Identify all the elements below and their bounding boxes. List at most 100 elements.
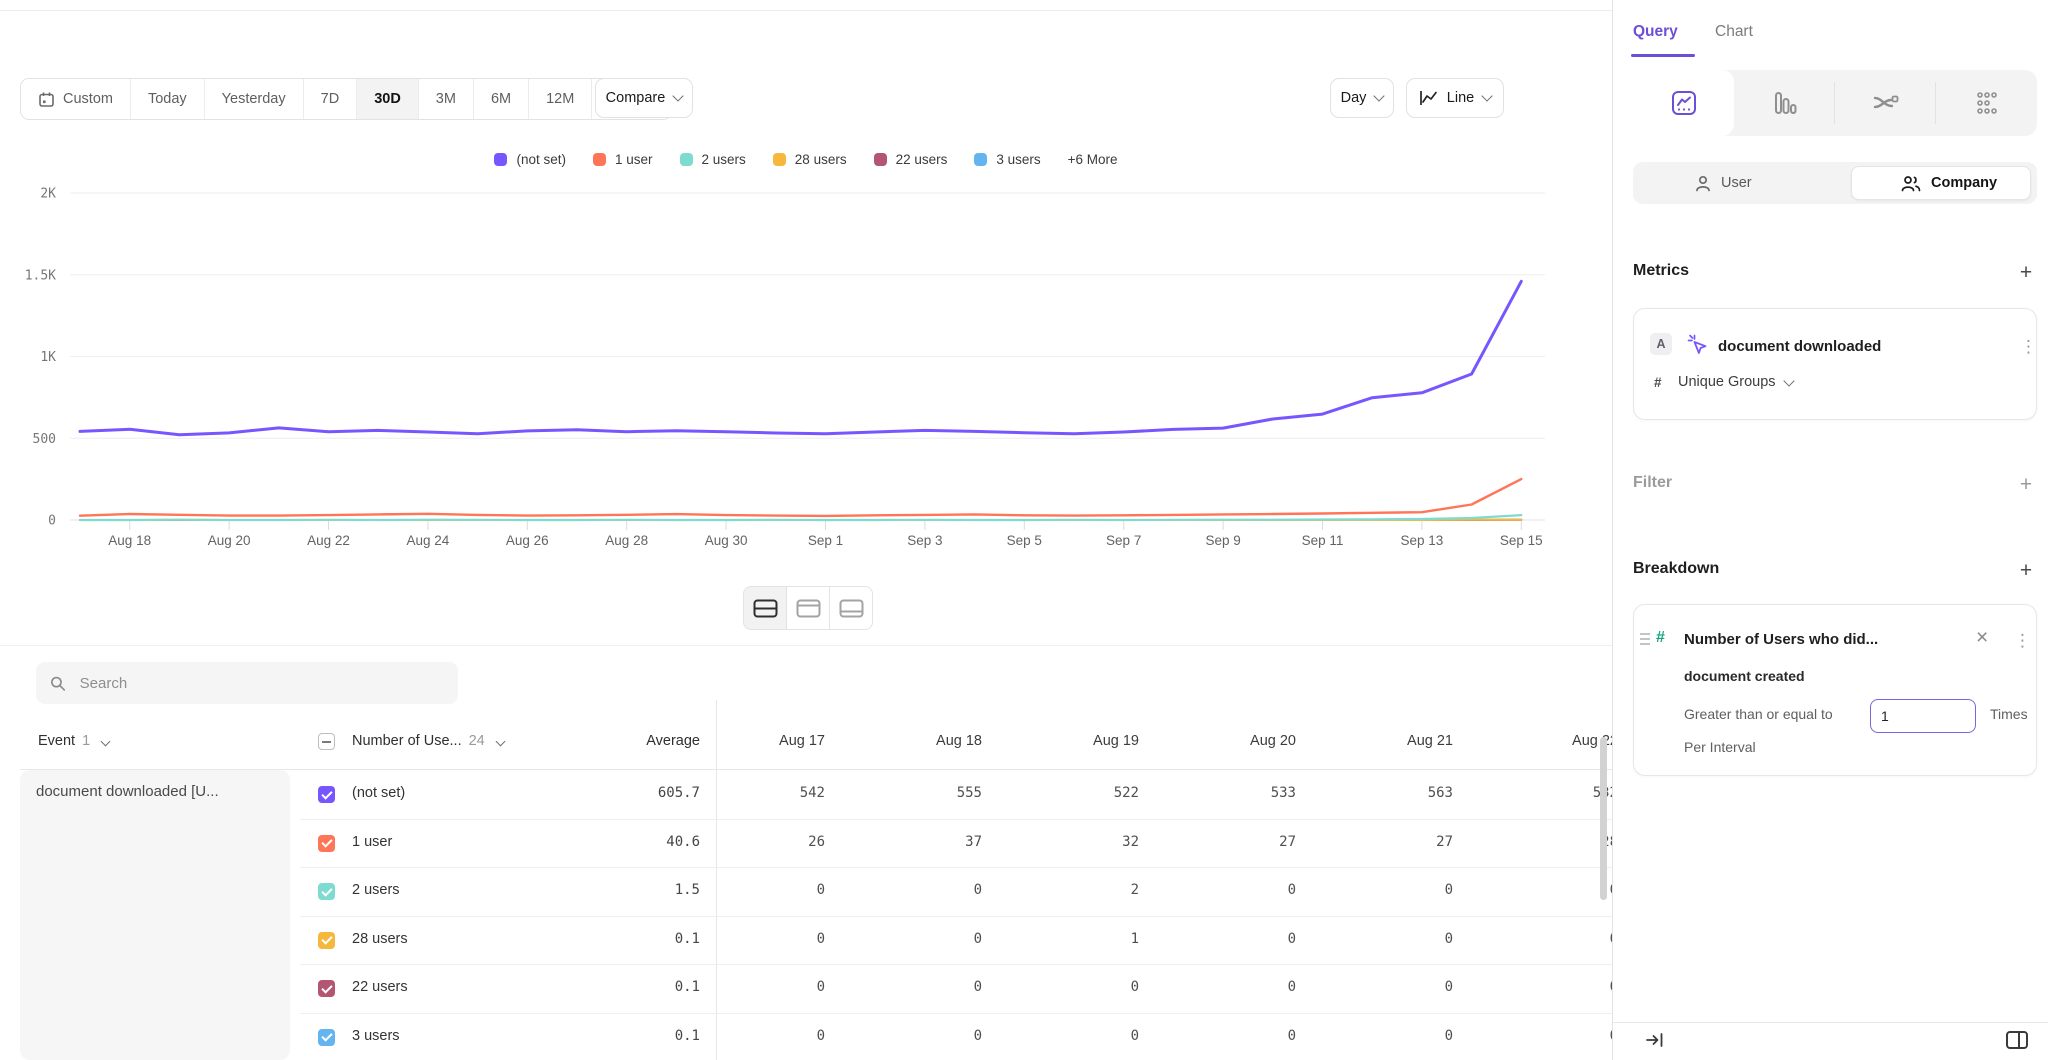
search-icon — [51, 676, 66, 691]
date-column-header[interactable]: Aug 18 — [936, 733, 982, 749]
tab-query[interactable]: Query — [1633, 14, 1678, 50]
row-checkbox[interactable] — [318, 834, 335, 852]
split-view-toggle[interactable] — [743, 586, 787, 630]
row-average: 0.1 — [674, 930, 700, 947]
select-all-checkbox[interactable] — [318, 733, 335, 750]
legend-item[interactable]: (not set) — [494, 152, 566, 167]
check-icon — [320, 933, 333, 945]
event-column-header[interactable]: Event 1 — [38, 730, 111, 752]
breakdown-condition[interactable]: Greater than or equal to — [1684, 706, 1833, 722]
metric-card[interactable]: A document downloaded ⋮ # Unique Groups — [1633, 308, 2037, 420]
breakdown-event[interactable]: document created — [1684, 668, 1805, 684]
add-breakdown-button[interactable]: + — [2019, 559, 2033, 582]
insights-icon — [1671, 91, 1696, 115]
table-row[interactable]: 2 users 1.5 0 0 2 0 0 0 — [0, 867, 1612, 915]
event-name-cell[interactable]: document downloaded [U... — [20, 770, 290, 1060]
range-6m[interactable]: 6M — [472, 79, 529, 119]
table-row[interactable]: 1 user 40.6 26 37 32 27 27 28 — [0, 819, 1612, 867]
table-row[interactable]: (not set) 605.7 542 555 522 533 563 532 — [0, 770, 1612, 818]
date-column-header[interactable]: Aug 20 — [1250, 733, 1296, 749]
breakdown-title[interactable]: Number of Users who did... — [1684, 631, 1879, 648]
table-only-view-toggle[interactable] — [829, 586, 873, 630]
entity-option-user[interactable]: User — [1695, 162, 1752, 204]
collapse-panel-icon[interactable] — [1645, 1030, 1665, 1050]
table-row[interactable]: 22 users 0.1 0 0 0 0 0 0 — [0, 964, 1612, 1012]
times-value-input[interactable] — [1870, 699, 1976, 733]
chart-only-view-toggle[interactable] — [786, 586, 830, 630]
legend-more-button[interactable]: +6 More — [1067, 152, 1118, 167]
range-30d[interactable]: 30D — [356, 79, 418, 119]
funnels-chart-type[interactable] — [1734, 70, 1835, 136]
row-value: 0 — [973, 930, 982, 947]
remove-breakdown-icon[interactable]: × — [1976, 626, 1989, 649]
legend-item[interactable]: 3 users — [974, 152, 1041, 167]
calendar-icon — [39, 92, 54, 107]
date-column-header[interactable]: Aug 21 — [1407, 733, 1453, 749]
aggregation-selector[interactable]: Unique Groups — [1678, 374, 1795, 390]
average-column-header[interactable]: Average — [580, 730, 700, 752]
breakdown-more-icon[interactable]: ⋮ — [2014, 631, 2031, 650]
tab-chart[interactable]: Chart — [1715, 14, 1753, 50]
bar-chart-icon — [1774, 92, 1796, 114]
breakdown-table: Event 1 Number of Use... 24 Average Aug 17… — [0, 645, 1612, 1060]
event-count: 1 — [82, 733, 91, 749]
range-12m[interactable]: 12M — [528, 79, 592, 119]
table-row[interactable]: 28 users 0.1 0 0 1 0 0 0 — [0, 916, 1612, 964]
range-custom[interactable]: Custom — [21, 79, 130, 119]
row-checkbox[interactable] — [318, 883, 335, 900]
search-input[interactable] — [77, 673, 444, 693]
active-tab-underline — [1631, 54, 1695, 57]
compare-button[interactable]: Compare — [595, 78, 693, 118]
group-column-header[interactable]: Number of Use... 24 — [352, 730, 506, 752]
times-unit-label: Times — [1990, 706, 2028, 722]
legend-label: 28 users — [794, 152, 847, 167]
breakdown-card[interactable]: # Number of Users who did... × ⋮ documen… — [1633, 604, 2037, 776]
granularity-button[interactable]: Day — [1330, 78, 1394, 118]
date-column-header[interactable]: Aug 19 — [1093, 733, 1139, 749]
row-checkbox[interactable] — [318, 1028, 335, 1046]
chart-style-button[interactable]: Line — [1406, 78, 1504, 118]
numeric-property-icon: # — [1656, 629, 1665, 646]
series-line-1 user[interactable] — [78, 477, 1523, 518]
side-panel-icon[interactable] — [2005, 1030, 2029, 1050]
metric-event-name[interactable]: document downloaded — [1718, 338, 1882, 355]
vertical-scrollbar[interactable] — [1600, 737, 1607, 900]
row-value: 0 — [1130, 979, 1139, 995]
metric-more-icon[interactable]: ⋮ — [2020, 337, 2037, 356]
legend-item[interactable]: 2 users — [679, 152, 746, 167]
entity-option-company[interactable]: Company — [1901, 162, 1997, 204]
query-panel: Query Chart — [1612, 0, 2048, 1060]
table-row[interactable]: 3 users 0.1 0 0 0 0 0 0 — [0, 1013, 1612, 1060]
range-label: 12M — [546, 91, 575, 107]
range-yesterday[interactable]: Yesterday — [203, 79, 303, 119]
range-7d[interactable]: 7D — [302, 79, 357, 119]
group-header-label: Number of Use... — [352, 733, 462, 749]
legend-item[interactable]: 28 users — [772, 152, 847, 167]
row-checkbox[interactable] — [318, 931, 335, 949]
row-average: 0.1 — [674, 1027, 700, 1044]
range-today[interactable]: Today — [129, 79, 204, 119]
add-metric-button[interactable]: + — [2019, 261, 2033, 284]
range-3m[interactable]: 3M — [417, 79, 473, 119]
drag-handle-icon[interactable] — [1639, 632, 1651, 646]
chevron-down-icon — [100, 736, 111, 747]
series-line-2 users[interactable] — [78, 513, 1523, 522]
date-column-header[interactable]: Aug 17 — [779, 733, 825, 749]
retention-chart-type[interactable] — [1936, 70, 2037, 136]
per-interval-label[interactable]: Per Interval — [1684, 739, 1756, 755]
row-value: 0 — [1287, 1027, 1296, 1044]
legend-item[interactable]: 22 users — [873, 152, 947, 167]
row-checkbox[interactable] — [318, 786, 335, 803]
check-icon — [320, 981, 333, 994]
add-filter-button[interactable]: + — [2019, 473, 2033, 496]
legend-swatch — [494, 153, 508, 166]
flows-chart-type[interactable] — [1835, 70, 1936, 136]
check-icon — [320, 884, 333, 897]
date-column-header[interactable]: Aug 22 — [1572, 733, 1612, 749]
row-checkbox[interactable] — [318, 980, 335, 997]
insights-chart-type[interactable] — [1633, 70, 1734, 136]
legend-item[interactable]: 1 user — [592, 152, 653, 167]
tab-chart-label: Chart — [1715, 23, 1753, 40]
series-line-(not set)[interactable] — [78, 279, 1523, 437]
